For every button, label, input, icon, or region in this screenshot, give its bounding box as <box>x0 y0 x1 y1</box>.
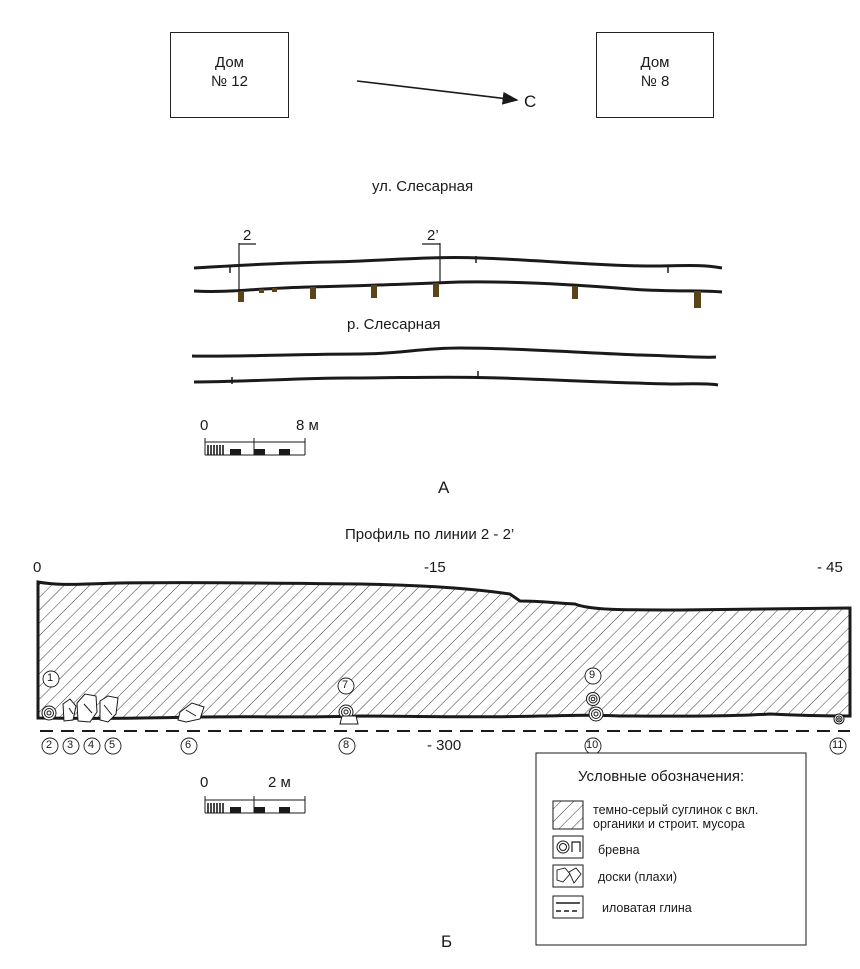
river-label: р. Слесарная <box>347 316 441 333</box>
marker-top-9 <box>584 667 602 685</box>
profile-scale-end: 2 м <box>268 774 291 791</box>
house-8-label: Дом <box>640 54 670 71</box>
plan-scale-end: 8 м <box>296 417 319 434</box>
street-label: ул. Слесарная <box>372 178 474 195</box>
section-start-label: 2 <box>243 227 252 244</box>
profile-view <box>36 580 852 814</box>
log-icon <box>41 705 57 721</box>
legend-item-text: бревна <box>598 843 640 857</box>
marker-label: 3 <box>67 739 74 751</box>
house-12-label: Дом <box>215 54 244 71</box>
legend-title: Условные обозначения: <box>578 768 745 785</box>
north-arrow <box>356 80 519 105</box>
legend-item-text: доски (плахи) <box>598 870 677 884</box>
elevation-right: - 45 <box>817 559 843 576</box>
wooden-posts <box>238 283 701 308</box>
north-label: С <box>524 92 537 111</box>
marker-label: 4 <box>88 739 95 751</box>
marker-top-7 <box>337 677 355 695</box>
house-8: Дом № 8 <box>596 32 714 118</box>
legend-item-logs: бревна <box>598 843 640 857</box>
river-bank-bottom <box>193 375 719 387</box>
street-edge-top <box>193 256 723 270</box>
plan-scale-zero: 0 <box>200 417 209 434</box>
post <box>238 291 244 302</box>
marker-label: 6 <box>185 739 192 751</box>
post <box>572 286 578 299</box>
log-icon <box>586 692 604 722</box>
log-icon <box>833 713 845 725</box>
house-12-number: № 12 <box>211 73 248 90</box>
section-end-label: 2’ <box>427 227 439 244</box>
marker-label: 8 <box>343 739 350 751</box>
planks-icon <box>62 693 359 725</box>
depth-label: - 300 <box>427 737 462 754</box>
legend-item-text: темно-серый суглинок с вкл. <box>593 803 759 817</box>
marker-label: 11 <box>832 739 844 751</box>
legend-item-loam: темно-серый суглинок с вкл. органики и с… <box>593 803 758 831</box>
marker-label: 10 <box>586 739 599 751</box>
post <box>694 291 701 308</box>
plan-scale-bar <box>204 438 306 456</box>
legend <box>535 752 807 946</box>
legend-item-text: иловатая глина <box>602 901 692 915</box>
plan-view <box>191 80 723 456</box>
planks-icon <box>552 864 584 888</box>
legend-item-text: органики и строит. мусора <box>593 817 745 831</box>
log-icon <box>552 835 584 859</box>
legend-item-clay: иловатая глина <box>602 901 692 915</box>
profile-title: Профиль по линии 2 - 2’ <box>345 526 515 543</box>
post <box>310 287 316 299</box>
marker-label: 1 <box>47 672 54 684</box>
marker-top-1 <box>42 670 60 688</box>
river-bank-top <box>191 346 717 359</box>
hatch-icon <box>552 800 584 830</box>
bottom-markers <box>41 737 847 755</box>
figure-letter-b: Б <box>441 932 453 951</box>
marker-label: 2 <box>46 739 53 751</box>
figure-letter-a: А <box>438 478 450 497</box>
profile-scale-zero: 0 <box>200 774 209 791</box>
post <box>272 288 277 292</box>
post <box>433 283 439 297</box>
marker-label: 9 <box>589 669 596 681</box>
profile-scale-bar <box>204 796 306 814</box>
dashed-line-icon <box>552 895 584 919</box>
post <box>371 285 377 298</box>
legend-item-planks: доски (плахи) <box>598 870 677 884</box>
house-12: Дом № 12 <box>170 32 289 118</box>
loam-layer <box>36 580 852 720</box>
marker-label: 5 <box>109 739 116 751</box>
post <box>259 289 264 293</box>
marker-label: 7 <box>342 679 349 691</box>
elevation-mid: -15 <box>424 559 446 576</box>
elevation-left: 0 <box>33 559 42 576</box>
house-8-number: № 8 <box>640 73 670 90</box>
